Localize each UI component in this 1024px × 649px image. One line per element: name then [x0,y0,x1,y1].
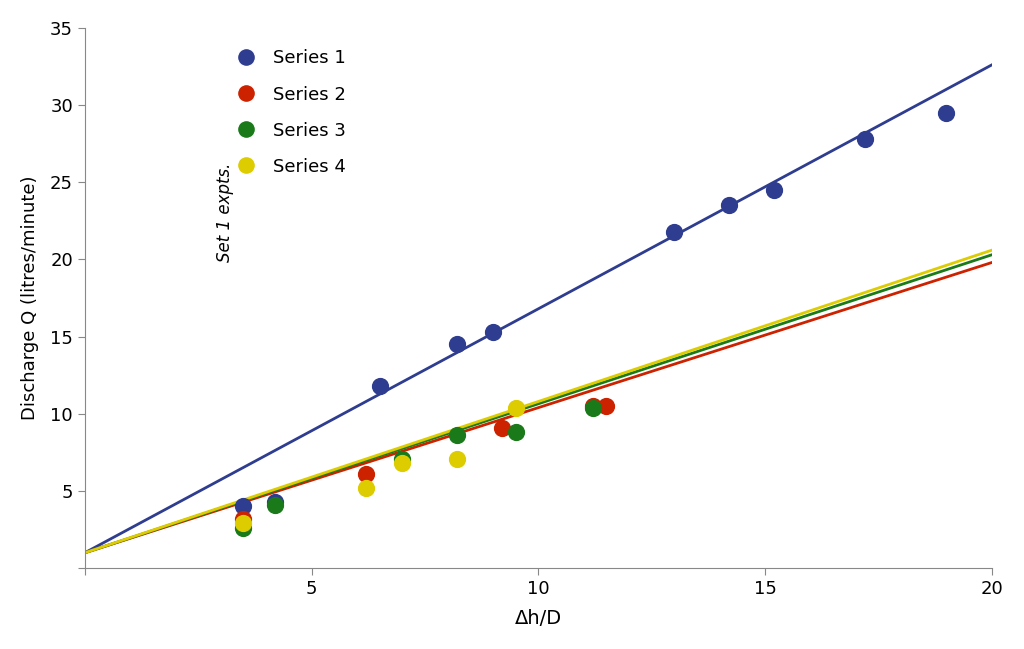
Point [236,501,252,511]
Point [267,500,284,510]
Point [938,108,954,118]
Point [484,327,501,337]
Text: Set 1 expts.: Set 1 expts. [216,163,234,262]
Point [508,427,524,437]
Point [494,422,510,433]
Point [267,496,284,507]
Point [585,401,601,411]
Point [766,185,782,195]
Point [667,227,683,237]
Point [449,430,465,441]
Point [236,523,252,533]
Y-axis label: Discharge Q (litres/minute): Discharge Q (litres/minute) [20,176,39,421]
Point [394,454,411,464]
Point [598,401,614,411]
Point [236,513,252,524]
Point [449,454,465,464]
Point [857,134,873,144]
Point [394,458,411,469]
Point [357,469,374,479]
Point [585,402,601,413]
Point [357,483,374,493]
Point [508,402,524,413]
Point [449,339,465,350]
Point [721,200,737,210]
Point [236,519,252,529]
X-axis label: Δh/D: Δh/D [515,609,562,628]
Legend: Series 1, Series 2, Series 3, Series 4: Series 1, Series 2, Series 3, Series 4 [221,42,353,183]
Point [372,381,388,391]
